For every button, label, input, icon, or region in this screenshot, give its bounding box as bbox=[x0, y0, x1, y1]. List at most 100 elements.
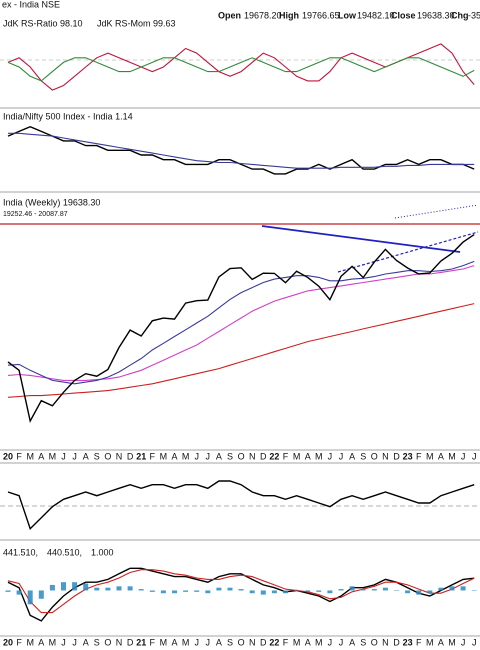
x-tick-label: 20 bbox=[3, 451, 13, 461]
legend-entry: 440.510, bbox=[47, 547, 82, 557]
legend-entry: JdK RS-Mom 99.63 bbox=[97, 18, 176, 28]
histogram-bar bbox=[49, 584, 55, 591]
x-tick-label: 22 bbox=[269, 451, 279, 461]
panel-subtitle: 19252.46 - 20087.87 bbox=[3, 211, 68, 218]
x-tick-label: 21 bbox=[136, 637, 146, 647]
x-tick-label: O bbox=[104, 637, 111, 647]
histogram-bar bbox=[260, 590, 266, 595]
histogram-bar bbox=[427, 590, 433, 594]
value: 19638.30 bbox=[417, 10, 455, 20]
legend-entry: 441.510, bbox=[3, 547, 38, 557]
histogram-bar bbox=[38, 590, 44, 599]
histogram-bar bbox=[471, 590, 477, 591]
histogram-bar bbox=[294, 590, 300, 591]
histogram-bar bbox=[149, 590, 155, 592]
histogram-bar bbox=[183, 590, 189, 592]
x-tick-label: J bbox=[461, 637, 466, 647]
x-tick-label: O bbox=[104, 451, 111, 461]
value: -35 bbox=[468, 10, 480, 20]
x-tick-label: 20 bbox=[3, 637, 13, 647]
x-tick-label: A bbox=[83, 451, 89, 461]
x-tick-label: A bbox=[216, 451, 222, 461]
histogram-bar bbox=[338, 589, 344, 591]
histogram-bar bbox=[105, 587, 111, 591]
x-tick-label: N bbox=[249, 637, 256, 647]
x-tick-label: F bbox=[16, 451, 22, 461]
series-line bbox=[7, 234, 475, 423]
x-tick-label: M bbox=[315, 451, 323, 461]
x-tick-label: N bbox=[116, 451, 123, 461]
histogram-bar bbox=[94, 587, 100, 591]
x-tick-label: A bbox=[83, 637, 89, 647]
histogram-bar bbox=[238, 589, 244, 591]
x-tick-label: M bbox=[293, 637, 301, 647]
ohlc-header: Open 19678.20 High 19766.65 Low 19482.10… bbox=[218, 10, 480, 20]
page-title: ex - India NSE bbox=[2, 0, 60, 9]
x-tick-label: F bbox=[283, 637, 289, 647]
x-tick-label: M bbox=[49, 451, 57, 461]
histogram-bar bbox=[227, 587, 233, 591]
x-tick-label: O bbox=[371, 451, 378, 461]
histogram-bar bbox=[83, 583, 89, 591]
histogram-bar bbox=[438, 587, 444, 591]
x-tick-label: J bbox=[61, 451, 66, 461]
x-tick-label: J bbox=[472, 637, 477, 647]
histogram-bar bbox=[216, 587, 222, 591]
x-tick-label: N bbox=[249, 451, 256, 461]
histogram-bar bbox=[283, 590, 288, 594]
histogram-bar bbox=[305, 590, 311, 592]
x-tick-label: M bbox=[293, 451, 301, 461]
x-tick-label: J bbox=[328, 451, 333, 461]
x-tick-label: S bbox=[94, 451, 100, 461]
histogram-bar bbox=[249, 590, 255, 594]
x-tick-label: F bbox=[16, 637, 22, 647]
histogram-bar bbox=[205, 590, 211, 594]
x-tick-label: J bbox=[461, 451, 466, 461]
histogram-bar bbox=[72, 582, 78, 591]
x-tick-label: J bbox=[206, 451, 211, 461]
x-tick-label: S bbox=[360, 451, 366, 461]
x-tick-label: J bbox=[339, 637, 344, 647]
x-tick-label: S bbox=[227, 451, 233, 461]
x-tick-label: F bbox=[150, 637, 156, 647]
x-tick-label: M bbox=[426, 451, 434, 461]
histogram-bar bbox=[405, 590, 411, 594]
histogram-bar bbox=[271, 590, 277, 594]
series-line bbox=[7, 260, 475, 385]
x-tick-label: N bbox=[116, 637, 123, 647]
x-tick-label: 22 bbox=[269, 637, 279, 647]
x-tick-label: M bbox=[26, 451, 34, 461]
histogram-bar bbox=[16, 590, 22, 595]
x-tick-label: J bbox=[472, 451, 477, 461]
x-tick-label: A bbox=[38, 637, 44, 647]
histogram-bar bbox=[27, 590, 33, 605]
histogram-bar bbox=[371, 589, 377, 591]
x-tick-label: D bbox=[127, 451, 134, 461]
x-tick-label: F bbox=[416, 637, 422, 647]
x-tick-label: M bbox=[160, 451, 168, 461]
x-tick-label: A bbox=[349, 451, 355, 461]
histogram-bar bbox=[327, 590, 333, 594]
x-tick-label: D bbox=[393, 637, 400, 647]
series-line bbox=[7, 125, 475, 175]
x-tick-label: J bbox=[339, 451, 344, 461]
x-tick-label: F bbox=[150, 451, 156, 461]
histogram-bar bbox=[394, 590, 399, 591]
panel-title: India/Nifty 500 Index - India 1.14 bbox=[3, 111, 133, 121]
x-tick-label: O bbox=[238, 451, 245, 461]
x-tick-label: S bbox=[360, 637, 366, 647]
x-tick-label: 21 bbox=[136, 451, 146, 461]
x-tick-label: O bbox=[238, 637, 245, 647]
x-tick-label: M bbox=[182, 637, 190, 647]
x-tick-label: A bbox=[305, 637, 311, 647]
histogram-bar bbox=[349, 586, 355, 591]
x-tick-label: A bbox=[171, 637, 177, 647]
legend-entry: 1.000 bbox=[91, 547, 114, 557]
value: 19678.20 bbox=[244, 10, 282, 20]
histogram-bar bbox=[172, 590, 177, 594]
x-tick-label: 23 bbox=[403, 451, 413, 461]
histogram-bar bbox=[449, 586, 455, 591]
x-tick-label: A bbox=[349, 637, 355, 647]
legend-entry: JdK RS-Ratio 98.10 bbox=[3, 18, 83, 28]
x-tick-label: N bbox=[382, 451, 389, 461]
